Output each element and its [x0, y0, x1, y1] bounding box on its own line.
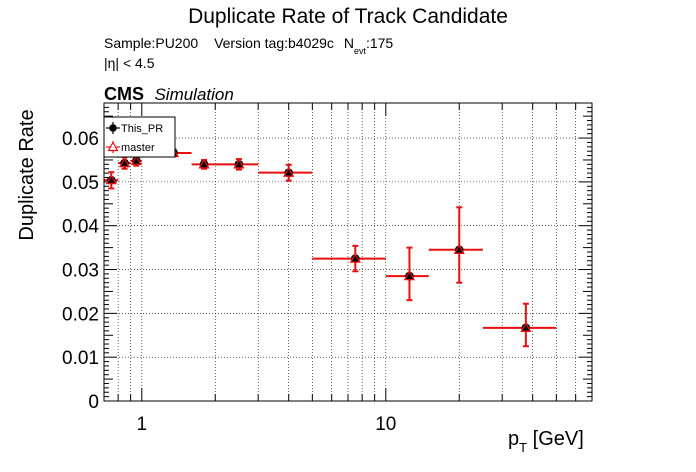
master-marker	[520, 321, 532, 332]
master-marker	[198, 158, 210, 169]
this-pr-marker	[132, 156, 141, 166]
plot-frame	[103, 102, 593, 402]
sample-label: Sample:PU200	[104, 35, 198, 51]
grid-lines	[104, 103, 592, 401]
y-tick-label: 0.03	[62, 261, 99, 282]
axis-ticks	[103, 102, 593, 402]
legend-this-pr-label: This_PR	[121, 123, 163, 135]
cms-label: CMS Simulation	[104, 84, 234, 104]
this-pr-marker	[351, 254, 360, 263]
this-pr-marker	[234, 160, 244, 169]
nevt-sub: evt	[354, 46, 367, 56]
y-tick-label: 0.04	[62, 217, 99, 238]
nevt-n: N	[344, 35, 354, 51]
y-tick-label: 0.01	[62, 348, 99, 369]
legend-master-marker	[107, 141, 119, 152]
master-point	[258, 163, 313, 182]
master-marker	[349, 252, 361, 263]
y-tick-label: 0.06	[62, 129, 99, 150]
this-pr-marker	[199, 160, 209, 169]
this-pr-marker	[120, 158, 129, 168]
y-tick-label: 0.02	[62, 304, 99, 325]
chart-title: Duplicate Rate of Track Candidate	[188, 5, 508, 28]
legend-this-pr-marker	[109, 124, 117, 132]
chart-subtitle: Sample:PU200 Version tag:b4029c Nevt:175	[104, 35, 393, 56]
master-marker	[130, 155, 142, 165]
master-marker	[403, 270, 416, 281]
this-pr-marker	[107, 175, 116, 185]
version-label: Version tag:b4029c	[214, 35, 334, 51]
this-pr-marker	[284, 168, 293, 177]
y-tick-label: 0	[88, 392, 99, 413]
x-tick-label: 1	[137, 414, 148, 435]
master-marker	[118, 157, 131, 168]
legend: This_PR master	[103, 116, 176, 158]
nevt-value: :175	[366, 35, 393, 51]
y-axis-label: Duplicate Rate	[16, 109, 38, 240]
this-pr-marker	[521, 323, 531, 333]
this-pr-marker	[454, 245, 464, 255]
legend-master-label: master	[121, 142, 155, 154]
eta-cut-label: |η| < 4.5	[104, 55, 155, 71]
this-pr-marker	[405, 271, 414, 281]
x-axis-label: pT [GeV]	[508, 428, 584, 455]
master-marker	[233, 158, 245, 169]
master-marker	[105, 174, 117, 185]
tick-labels: 1 10 0 0.01 0.02 0.03 0.04 0.05 0.06	[62, 129, 396, 435]
master-marker	[453, 243, 465, 254]
x-tick-label: 10	[375, 414, 396, 435]
master-marker	[283, 166, 295, 177]
y-tick-label: 0.05	[62, 173, 99, 194]
